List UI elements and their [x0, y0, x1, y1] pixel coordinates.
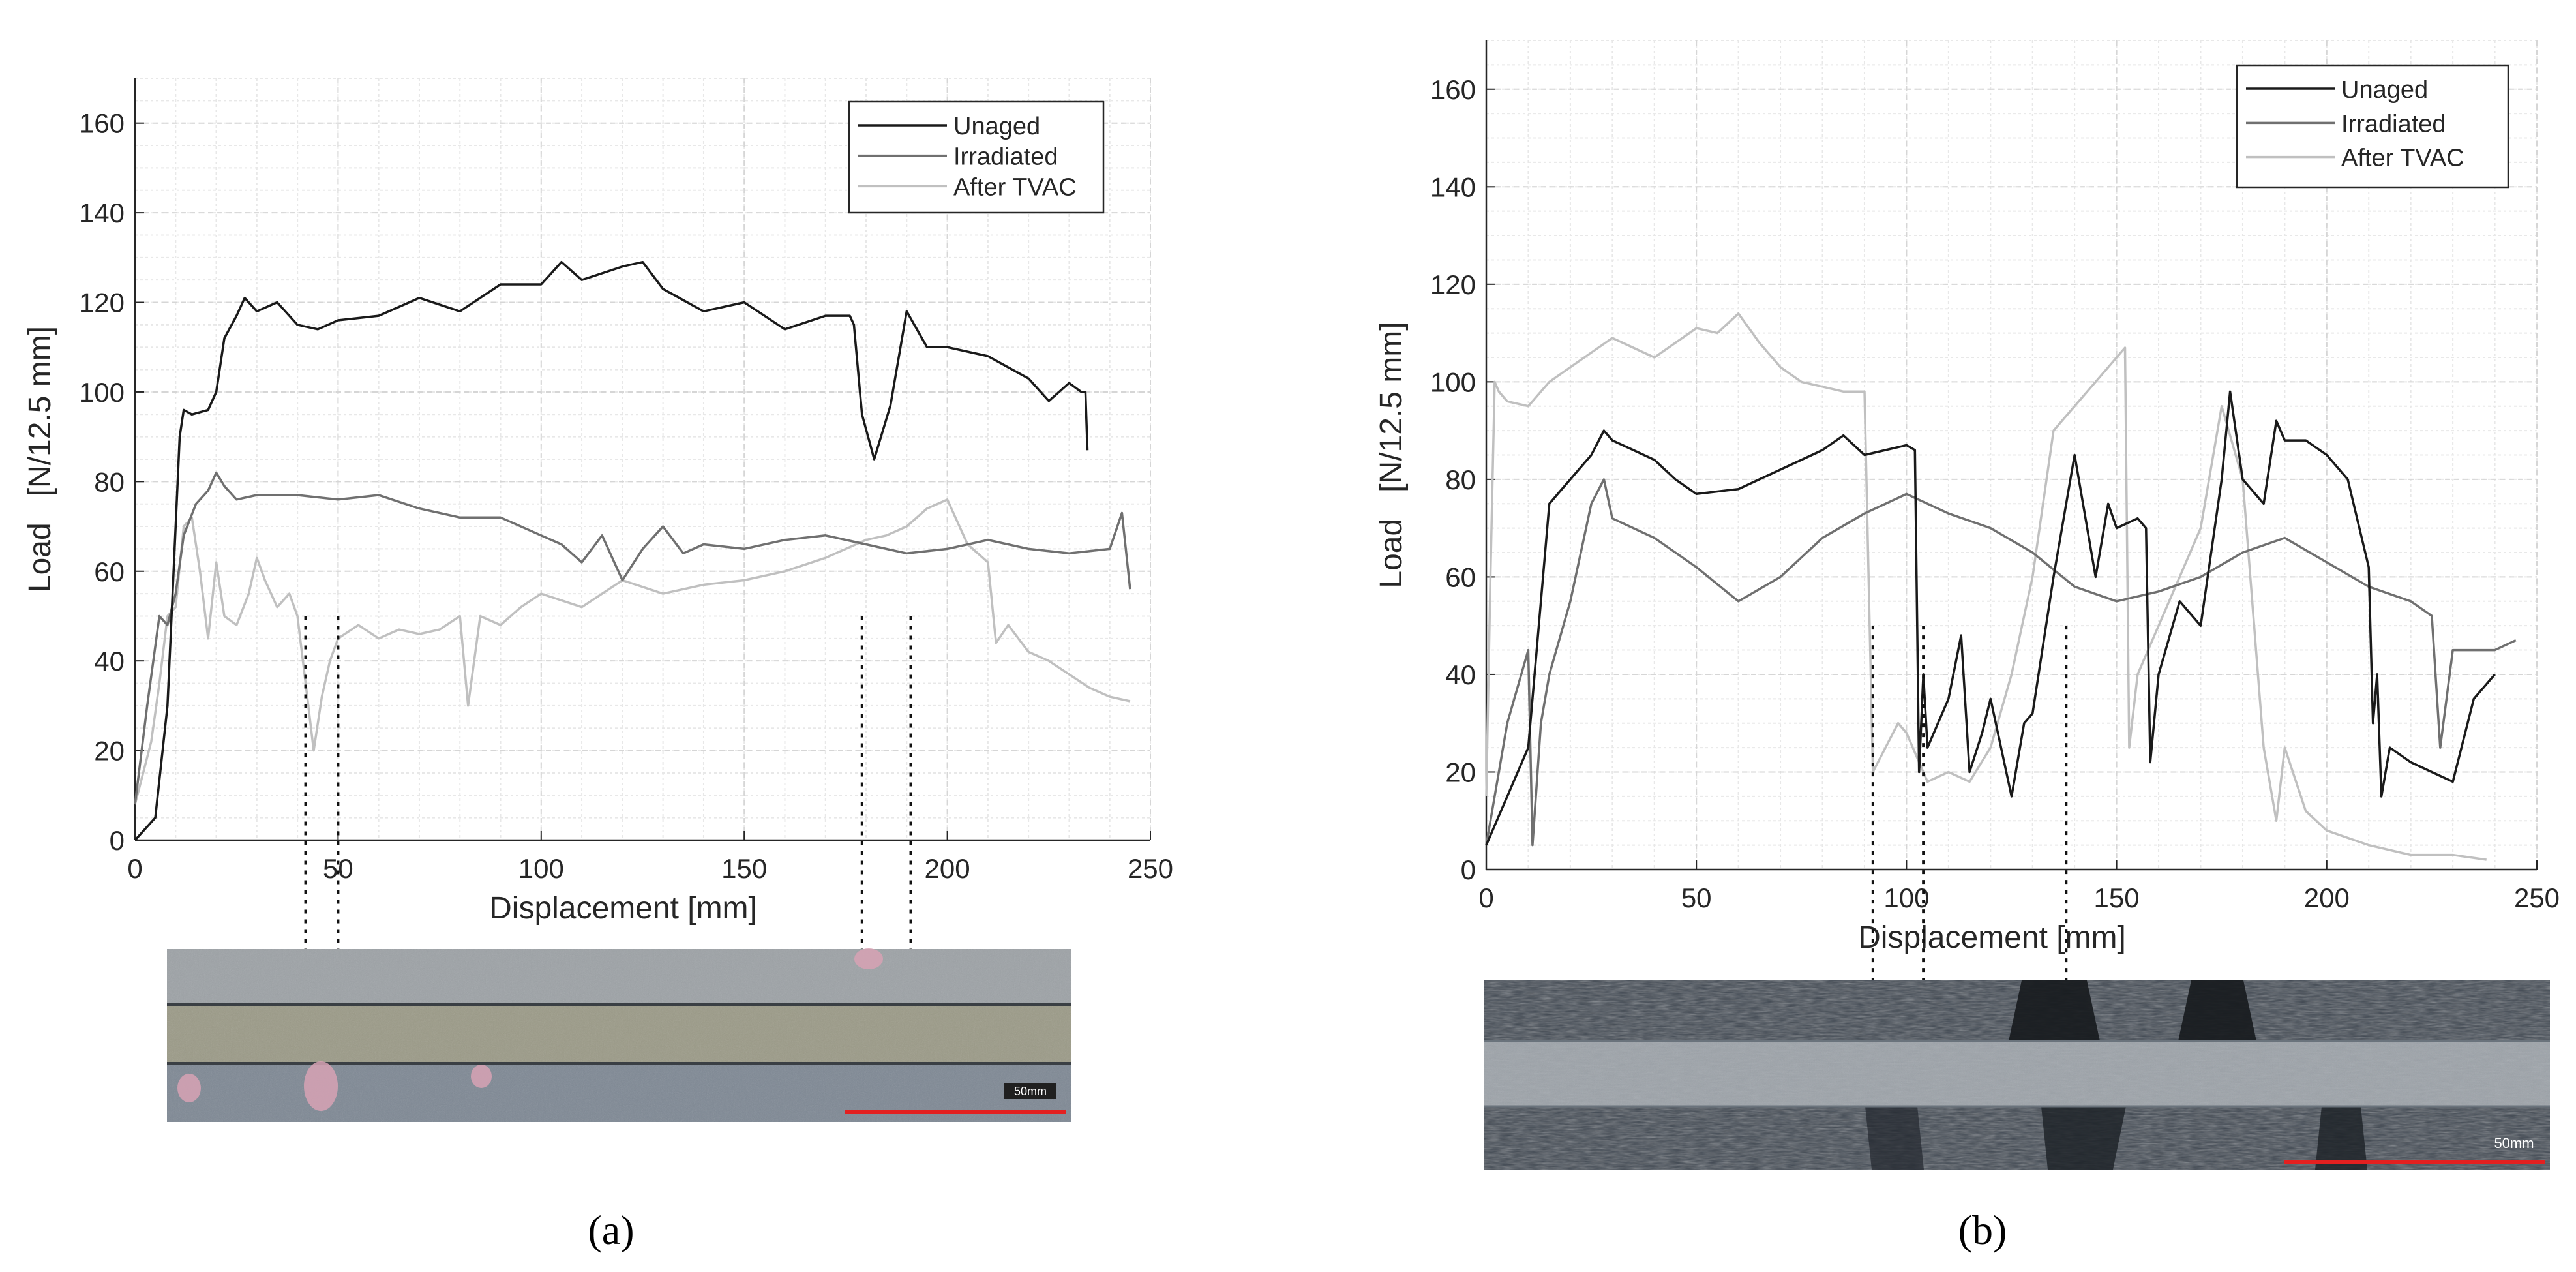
y-tick-label: 0	[110, 825, 125, 856]
x-tick-label: 250	[1128, 853, 1173, 884]
x-tick-label: 0	[1478, 883, 1493, 913]
legend-box	[2236, 64, 2509, 189]
y-tick-label: 20	[1445, 757, 1476, 787]
series-line-unaged	[1485, 390, 2496, 846]
y-tick-label: 120	[1430, 269, 1476, 300]
panel-caption-b: (b)	[1958, 1207, 2007, 1253]
scale-bar-label-a: 50mm	[1014, 1085, 1047, 1098]
x-tick-label: 200	[2304, 883, 2350, 913]
chart-a: 0 50 100 150 200 250 0 20 40 60 80 100 120 140 160 Disp…	[23, 78, 1173, 949]
x-tick-label: 0	[127, 853, 142, 884]
specimen-photo-a: 50mm	[167, 948, 1071, 1122]
panel-b: 0 50 100 150 200 250 0 20 40 60 80 100 120 140 160 Disp…	[1374, 40, 2560, 1253]
y-tick-label: 160	[1430, 74, 1476, 105]
legend-label: After TVAC	[2341, 145, 2464, 172]
x-tick-label: 150	[2094, 883, 2140, 913]
legend-label: After TVAC	[953, 174, 1077, 201]
scale-bar-label-b: 50mm	[2494, 1135, 2534, 1151]
grid-minor	[134, 78, 1151, 841]
series-line-irradiated	[1485, 478, 2517, 847]
series-line-irradiated	[134, 471, 1131, 805]
x-tick-label: 250	[2514, 883, 2560, 913]
x-tick-label: 100	[518, 853, 564, 884]
y-tick-label: 80	[94, 466, 125, 497]
y-tick-label: 0	[1461, 855, 1476, 885]
legend-label: Irradiated	[953, 144, 1058, 171]
x-tick-label: 50	[1681, 883, 1712, 913]
legend-label: Unaged	[953, 113, 1040, 140]
panel-a: 0 50 100 150 200 250 0 20 40 60 80 100 120 140 160 Disp…	[23, 78, 1173, 1253]
y-axis-label: Load [N/12.5 mm]	[1374, 322, 1409, 588]
y-tick-label: 120	[79, 288, 125, 318]
y-tick-label: 20	[94, 736, 125, 766]
y-tick-label: 100	[79, 377, 125, 408]
x-tick-label: 150	[721, 853, 767, 884]
scale-bar-a	[845, 1110, 1066, 1114]
legend-box	[848, 100, 1105, 214]
y-tick-label: 140	[79, 198, 125, 228]
x-axis-label: Displacement [mm]	[489, 891, 757, 926]
y-axis-label: Load [N/12.5 mm]	[23, 326, 57, 592]
y-tick-label: 100	[1430, 367, 1476, 397]
y-tick-label: 60	[1445, 562, 1476, 592]
series-line-after-tvac	[134, 498, 1131, 805]
legend-label: Unaged	[2341, 76, 2428, 104]
y-tick-label: 40	[1445, 659, 1476, 690]
x-tick-label: 200	[925, 853, 970, 884]
series-line-unaged	[134, 260, 1089, 841]
panel-caption-a: (a)	[588, 1207, 634, 1253]
y-tick-label: 80	[1445, 464, 1476, 495]
series-line-after-tvac	[1485, 312, 2487, 861]
chart-b: 0 50 100 150 200 250 0 20 40 60 80 100 120 140 160 Disp…	[1374, 40, 2560, 1170]
y-tick-label: 140	[1430, 172, 1476, 202]
legend-label: Irradiated	[2341, 110, 2446, 138]
y-tick-label: 60	[94, 556, 125, 587]
specimen-photo-b: 50mm	[1484, 980, 2550, 1170]
x-tick-label: 100	[1883, 883, 1929, 913]
legend: Unaged Irradiated After TVAC	[2236, 64, 2509, 189]
y-tick-label: 40	[94, 646, 125, 676]
scale-bar-b	[2284, 1160, 2545, 1164]
y-tick-label: 160	[79, 108, 125, 139]
x-tick-label: 50	[323, 853, 353, 884]
legend: Unaged Irradiated After TVAC	[848, 100, 1105, 214]
x-axis-label: Displacement [mm]	[1858, 920, 2126, 955]
